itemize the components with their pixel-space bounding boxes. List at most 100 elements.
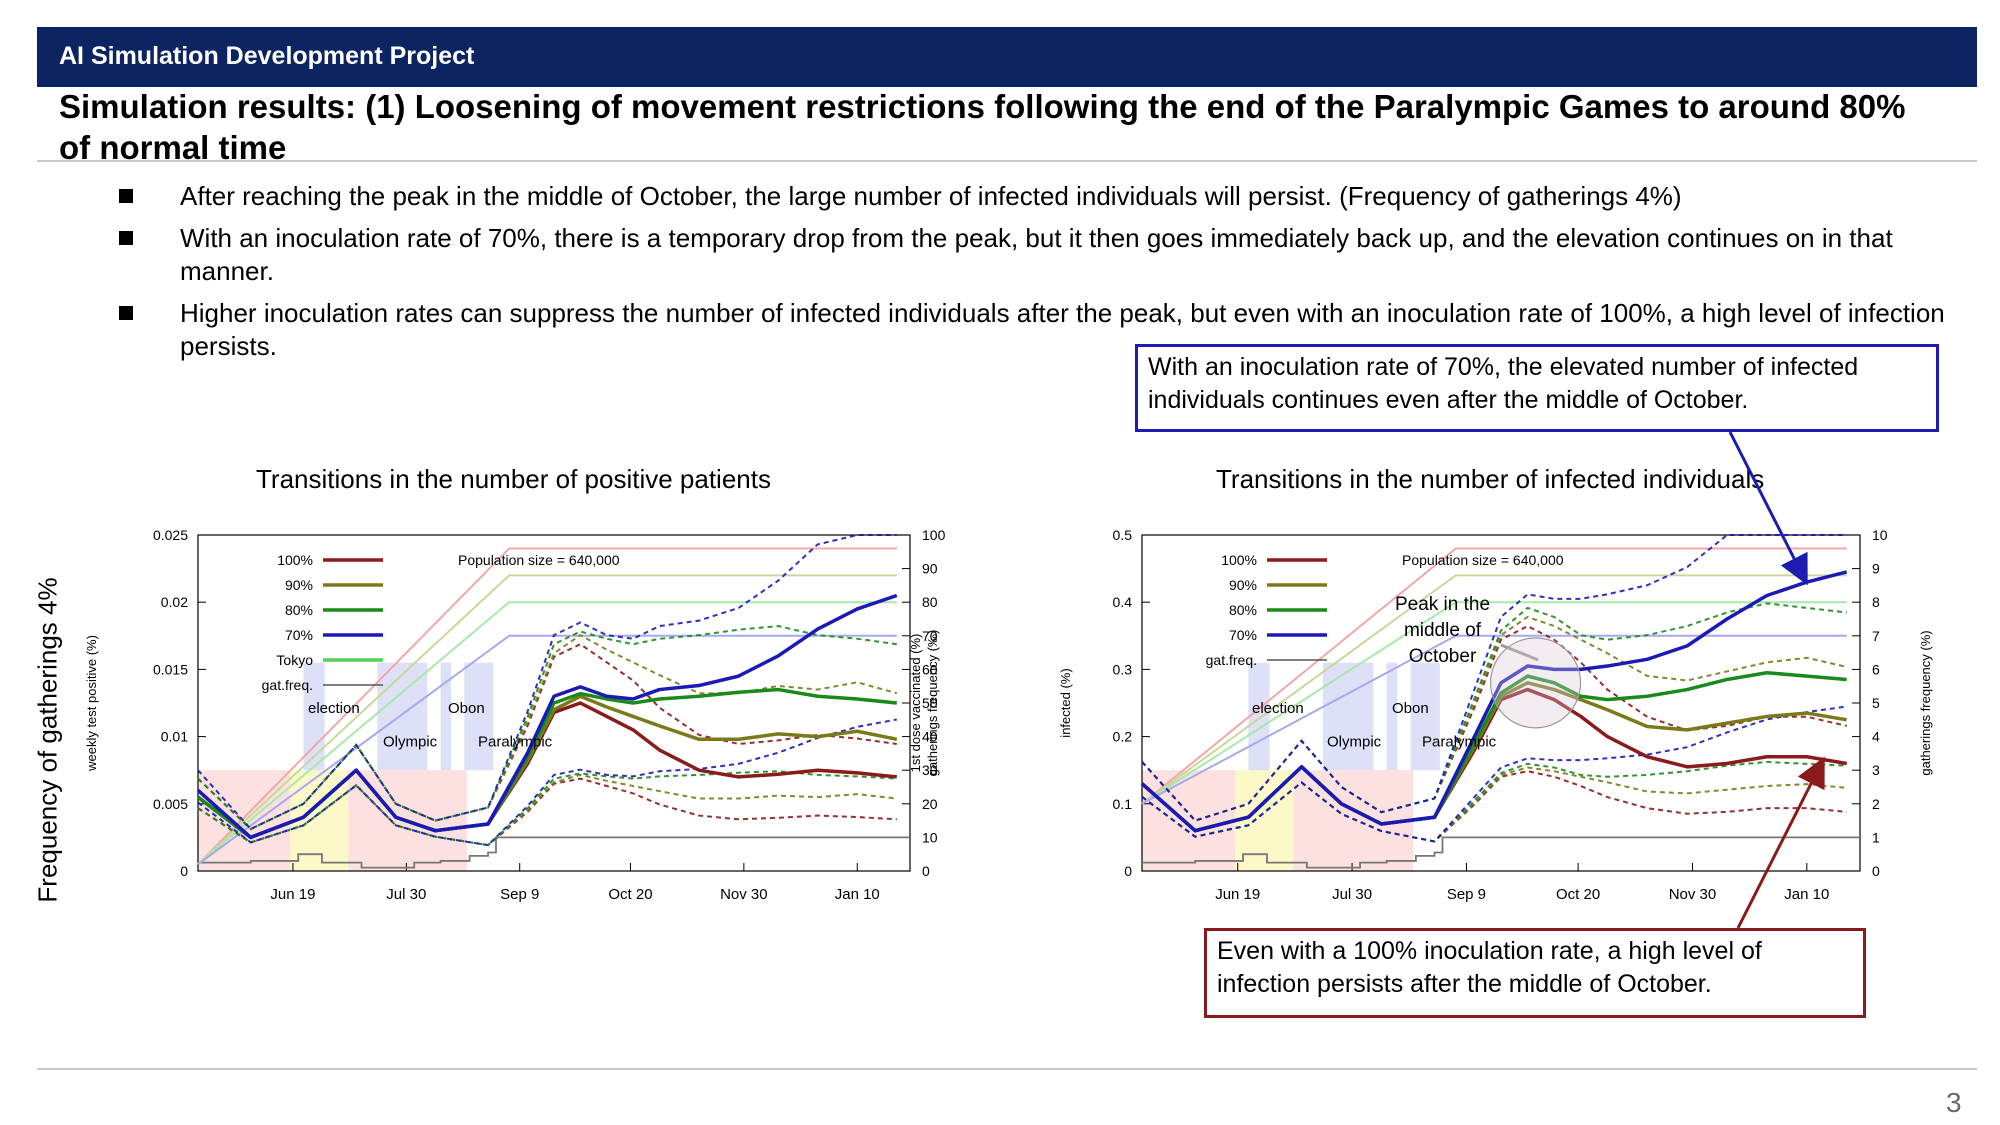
title-divider	[37, 160, 1977, 162]
right-tick-label: 3	[1872, 762, 1880, 778]
vaccinated-line	[197, 547, 897, 865]
bullet-square-icon	[119, 189, 133, 203]
legend-label: 70%	[1229, 627, 1257, 643]
series-bound-line	[1141, 705, 1847, 843]
legend-label: 70%	[285, 627, 313, 643]
x-tick-label: Sep 9	[500, 886, 539, 903]
left-tick-label: 0.4	[1113, 594, 1133, 610]
event-shade	[464, 662, 494, 771]
legend-label: 100%	[277, 552, 313, 568]
bullet-list: After reaching the peak in the middle of…	[115, 180, 1965, 372]
x-tick-label: Nov 30	[1669, 886, 1717, 903]
right-axis-label: gatherings frequency (‰)	[925, 630, 940, 777]
vaccinated-line	[1141, 601, 1847, 805]
event-shade	[303, 662, 325, 771]
event-shade	[1386, 662, 1398, 771]
right-tick-label: 9	[1872, 561, 1880, 577]
bullet-item: With an inoculation rate of 70%, there i…	[115, 222, 1965, 288]
peak-highlight-circle	[1489, 637, 1582, 729]
x-tick-label: Jun 19	[1215, 886, 1260, 903]
left-tick-label: 0.02	[161, 594, 188, 610]
peak-annotation: middle of	[1404, 620, 1482, 641]
blue-arrow	[1728, 431, 1808, 586]
vaccinated-line	[197, 601, 897, 866]
right-tick-label: 50	[922, 695, 938, 711]
event-shade	[1322, 662, 1374, 771]
legend-label: gat.freq.	[262, 677, 313, 693]
period-shade	[1142, 770, 1236, 871]
event-label: election	[1252, 700, 1304, 717]
event-shade	[1410, 662, 1440, 771]
legend-label: 100%	[1221, 552, 1257, 568]
chart-title-left: Transitions in the number of positive pa…	[256, 464, 771, 494]
peak-annotation: Peak in the	[1395, 594, 1490, 615]
legend-label: 90%	[1229, 577, 1257, 593]
legend-label: Tokyo	[276, 652, 313, 668]
right-axis-label: 1st dose vaccinated (%)	[908, 634, 923, 773]
population-label: Population size = 640,000	[458, 552, 620, 568]
bullet-text: Higher inoculation rates can suppress th…	[180, 298, 1945, 361]
event-shade	[440, 662, 452, 771]
right-tick-label: 40	[922, 729, 938, 745]
infected-individuals-chart: 0 0.1 0.2 0.3 0.4 0.5 0 1 2 3 4 5 6 7 8 9 10 Jun 19 Jul 30…	[1058, 527, 1933, 903]
series-bound-line	[1141, 534, 1847, 822]
x-tick-label: Jun 19	[270, 886, 315, 903]
red-arrow	[1736, 756, 1825, 929]
callout-100-percent: Even with a 100% inoculation rate, a hig…	[1204, 928, 1866, 1018]
x-tick-label: Oct 20	[608, 886, 652, 903]
header-bar: AI Simulation Development Project	[37, 27, 1977, 87]
legend-label: 80%	[285, 602, 313, 618]
callout-70-percent: With an inoculation rate of 70%, the ele…	[1135, 344, 1939, 432]
series-bound-line	[197, 770, 897, 847]
chart-title-right: Transitions in the number of infected in…	[1216, 464, 1765, 494]
right-tick-label: 70	[922, 628, 938, 644]
right-axis-label: gatherings frequency (%)	[1918, 630, 1933, 775]
vaccinated-line	[1141, 547, 1847, 805]
left-tick-label: 0.015	[153, 661, 188, 677]
series-bound-line	[197, 718, 897, 847]
gat-freq-line	[1142, 836, 1860, 869]
x-tick-label: Nov 30	[720, 886, 768, 903]
series-line-70pct	[1140, 570, 1848, 833]
right-tick-label: 7	[1872, 628, 1880, 644]
event-label: Olympic	[1327, 734, 1382, 751]
left-tick-label: 0.025	[153, 527, 188, 543]
bullet-text: With an inoculation rate of 70%, there i…	[180, 223, 1893, 286]
left-axis-label: weekly test positive (%)	[84, 635, 99, 772]
right-tick-label: 4	[1872, 729, 1880, 745]
bullet-item: After reaching the peak in the middle of…	[115, 180, 1965, 213]
left-tick-label: 0	[1124, 863, 1132, 879]
vaccinated-line	[1141, 634, 1847, 805]
gat-freq-line	[198, 836, 910, 869]
x-tick-label: Oct 20	[1556, 886, 1600, 903]
footer-divider	[37, 1068, 1977, 1070]
left-axis-label: infected (%)	[1058, 668, 1073, 737]
left-tick-label: 0.005	[153, 796, 188, 812]
event-label: Obon	[1392, 700, 1429, 717]
legend-label: gat.freq.	[1206, 652, 1257, 668]
population-label: Population size = 640,000	[1402, 552, 1564, 568]
event-shade	[377, 662, 428, 771]
right-tick-label: 2	[1872, 796, 1880, 812]
x-tick-label: Jul 30	[1332, 886, 1372, 903]
page-number: 3	[1946, 1087, 1962, 1118]
event-label: election	[308, 700, 360, 717]
vaccinated-line	[197, 574, 897, 866]
left-tick-label: 0.3	[1113, 661, 1133, 677]
right-tick-label: 5	[1872, 695, 1880, 711]
event-label: Olympic	[383, 734, 438, 751]
left-tick-label: 0.5	[1113, 527, 1133, 543]
project-name: AI Simulation Development Project	[59, 42, 475, 70]
bullet-text: After reaching the peak in the middle of…	[180, 181, 1682, 211]
bullet-square-icon	[119, 231, 133, 245]
right-tick-label: 8	[1872, 594, 1880, 610]
left-tick-label: 0.01	[161, 729, 188, 745]
legend-label: 80%	[1229, 602, 1257, 618]
vaccinated-line	[1141, 574, 1847, 805]
slide-title: Simulation results: (1) Loosening of mov…	[59, 88, 1906, 166]
right-tick-label: 20	[922, 796, 938, 812]
x-tick-label: Sep 9	[1447, 886, 1486, 903]
left-tick-label: 0.2	[1113, 729, 1133, 745]
right-tick-label: 60	[922, 661, 938, 677]
